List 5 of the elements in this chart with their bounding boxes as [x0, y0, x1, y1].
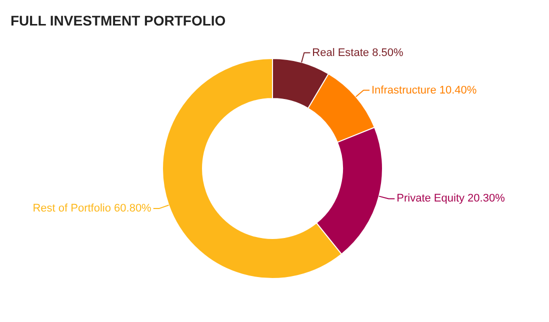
- chart-title: FULL INVESTMENT PORTFOLIO: [10, 12, 226, 28]
- slice-label: Real Estate 8.50%: [312, 46, 404, 59]
- slice-label: Private Equity 20.30%: [396, 192, 506, 205]
- slice-label: Rest of Portfolio 60.80%: [32, 202, 152, 214]
- slice-label: Infrastructure 10.40%: [372, 84, 477, 96]
